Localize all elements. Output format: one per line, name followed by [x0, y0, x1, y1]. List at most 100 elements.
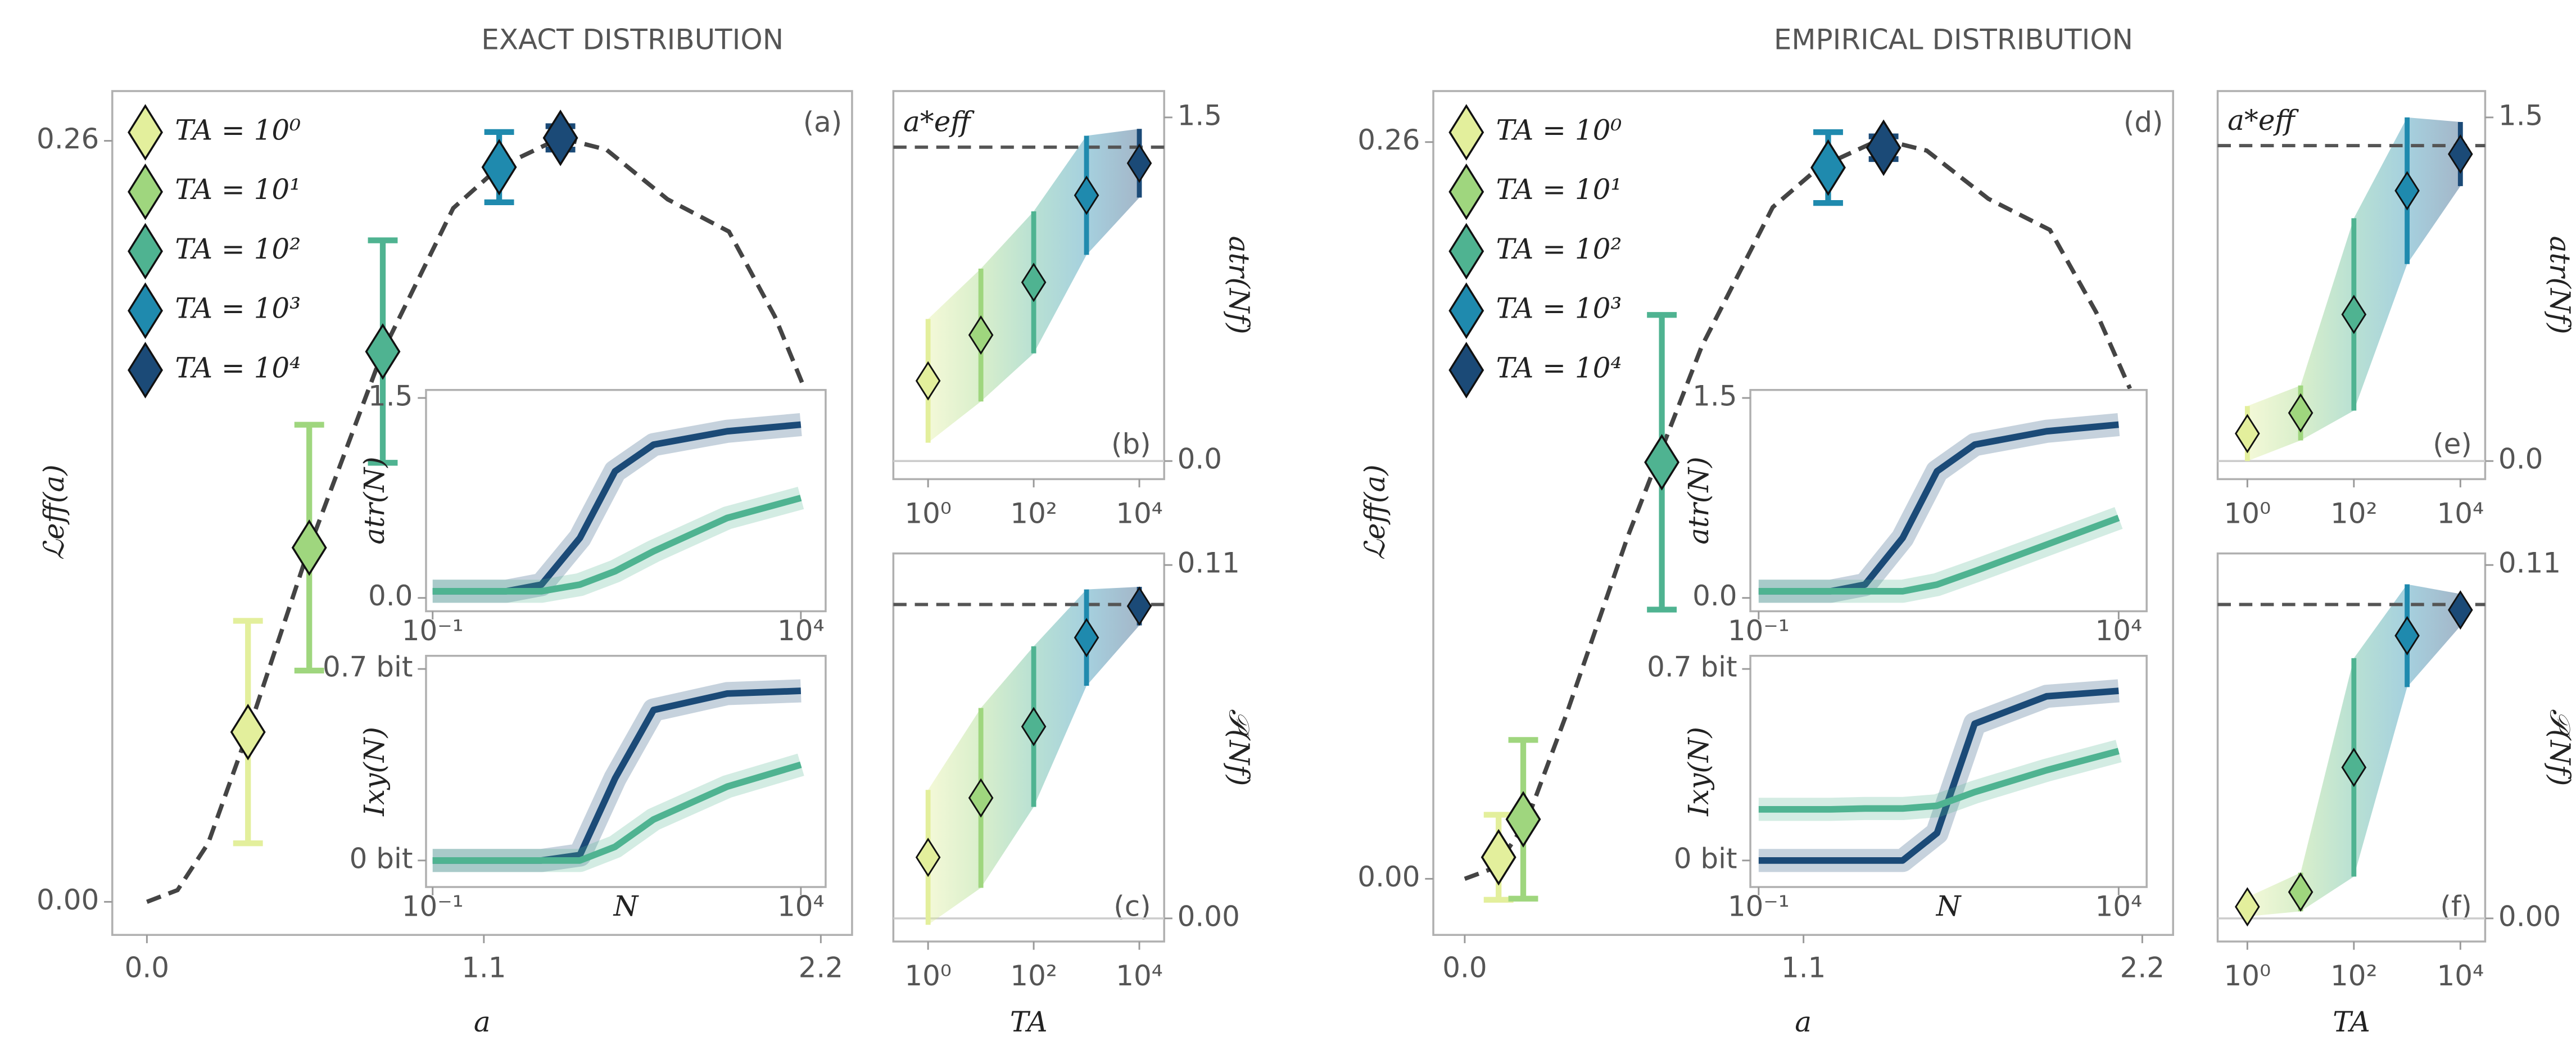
- point: [1074, 618, 1099, 658]
- point: [1126, 586, 1152, 626]
- point: [2394, 616, 2420, 655]
- y-tick-label: 0 bit: [1674, 842, 1737, 875]
- line: [432, 761, 802, 864]
- x-axis-label: a: [474, 1006, 491, 1038]
- x-tick-label: 10⁴: [2095, 890, 2143, 923]
- point: [365, 323, 401, 380]
- y-axis-label: atr(N): [1682, 456, 1715, 544]
- panel-label: (c): [1113, 890, 1151, 923]
- x-tick-label: 10²: [2330, 497, 2378, 530]
- point: [2448, 590, 2473, 630]
- x-tick-label: 10⁴: [777, 614, 825, 647]
- x-tick-label: 10⁴: [1116, 497, 1163, 530]
- point: [915, 838, 941, 877]
- y-axis-label: ℒeff(a): [38, 464, 70, 560]
- frame: [425, 388, 827, 613]
- y-tick-label: 0.0: [1178, 443, 1222, 476]
- point: [1644, 434, 1680, 491]
- point: [915, 361, 941, 401]
- y-axis-label: Ixy(N): [1682, 727, 1715, 817]
- x-tick-label: 10⁴: [777, 890, 825, 923]
- frame: [2216, 552, 2487, 943]
- panel-label: (f): [2440, 890, 2472, 923]
- point: [291, 519, 327, 576]
- point: [968, 778, 994, 818]
- y-tick-label: 0.26: [37, 123, 99, 155]
- y-axis-label: atr(N): [358, 456, 391, 544]
- y-tick-label: 0.11: [2498, 547, 2561, 580]
- point: [2235, 887, 2260, 927]
- point: [2288, 393, 2314, 433]
- y-axis-label: atr(Nf): [1223, 236, 1255, 334]
- point: [1481, 829, 1516, 886]
- legend-label: TA = 10²: [1496, 233, 1622, 265]
- x-tick-label: 10⁴: [2437, 960, 2484, 992]
- x-tick-label: 1.1: [1781, 951, 1826, 984]
- legend-marker: [1448, 342, 1484, 399]
- x-tick-label: 10⁴: [2095, 614, 2143, 647]
- x-tick-label: 10⁴: [2437, 497, 2484, 530]
- legend-label: TA = 10¹: [175, 173, 301, 206]
- line: [432, 495, 802, 595]
- reference-label: a*eff: [903, 106, 975, 138]
- x-axis-label: TA: [2333, 1006, 2370, 1038]
- x-tick-label: 10⁰: [2224, 960, 2271, 992]
- legend-label: TA = 10³: [175, 292, 301, 325]
- frame: [1749, 654, 2148, 888]
- point: [2448, 134, 2473, 174]
- y-tick-label: 0.11: [1178, 547, 1240, 580]
- y-tick-label: 1.5: [1692, 379, 1737, 412]
- point: [2235, 414, 2260, 454]
- point: [2394, 171, 2420, 211]
- frame: [892, 90, 1165, 481]
- point: [1074, 175, 1099, 215]
- x-axis-label: a: [1795, 1006, 1812, 1038]
- y-tick-label: 0 bit: [350, 842, 413, 875]
- title: EXACT DISTRIBUTION: [481, 23, 784, 56]
- y-tick-label: 0.0: [368, 580, 413, 612]
- legend-label: TA = 10⁰: [175, 114, 301, 146]
- x-tick-label: 10⁻¹: [1728, 890, 1790, 923]
- x-tick-label: 2.2: [2120, 951, 2165, 984]
- legend-label: TA = 10²: [175, 233, 301, 265]
- point: [1866, 119, 1902, 176]
- x-tick-label: 1.1: [461, 951, 506, 984]
- fit-curve: [1464, 137, 2132, 881]
- panel-label: (b): [1111, 428, 1151, 460]
- point: [481, 139, 517, 196]
- legend-marker: [128, 282, 163, 340]
- point: [1126, 143, 1152, 183]
- point: [1810, 139, 1846, 196]
- y-tick-label: 0.00: [1178, 900, 1240, 933]
- y-tick-label: 1.5: [2498, 99, 2543, 132]
- y-tick-label: 1.5: [1178, 99, 1222, 132]
- x-tick-label: 10⁻¹: [1728, 614, 1790, 647]
- legend-marker: [1448, 282, 1484, 340]
- x-tick-label: 10²: [1010, 960, 1057, 992]
- legend-label: TA = 10⁰: [1496, 114, 1622, 146]
- legend-marker: [1448, 104, 1484, 161]
- x-tick-label: 10⁰: [2224, 497, 2271, 530]
- frame: [1749, 388, 2148, 613]
- point: [542, 109, 578, 166]
- title: EMPIRICAL DISTRIBUTION: [1774, 23, 2133, 56]
- legend-marker: [128, 104, 163, 161]
- y-tick-label: 0.7 bit: [1647, 651, 1737, 684]
- legend-marker: [1448, 163, 1484, 220]
- point: [1021, 263, 1047, 302]
- legend-marker: [1448, 223, 1484, 280]
- legend-label: TA = 10¹: [1496, 173, 1622, 206]
- panel-label: (e): [2433, 428, 2472, 460]
- legend-label: TA = 10³: [1496, 292, 1622, 325]
- panel-label: (d): [2124, 106, 2163, 138]
- frame: [111, 90, 853, 936]
- x-tick-label: 10²: [2330, 960, 2378, 992]
- x-tick-label: 10⁰: [904, 960, 952, 992]
- x-tick-label: 10⁻¹: [402, 890, 464, 923]
- panel-label: (a): [803, 106, 843, 138]
- point: [1021, 707, 1047, 746]
- frame: [425, 654, 827, 888]
- x-tick-label: 10⁰: [904, 497, 952, 530]
- x-tick-label: 10²: [1010, 497, 1057, 530]
